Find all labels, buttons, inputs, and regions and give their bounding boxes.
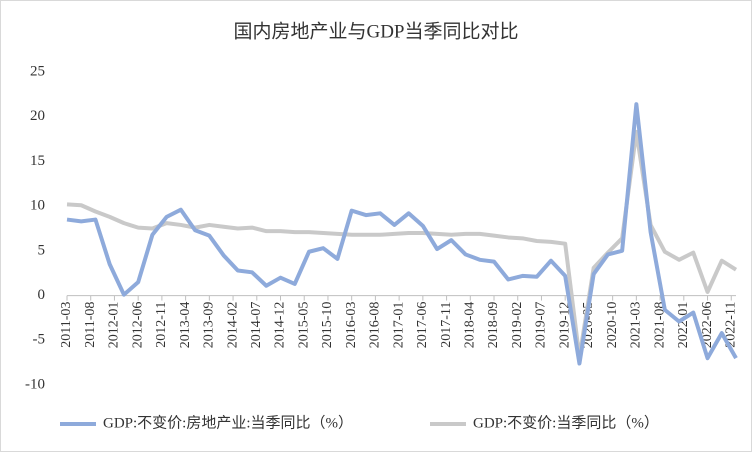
x-tick-label: 2012-01 bbox=[107, 302, 122, 349]
x-tick-label: 2018-04 bbox=[463, 302, 478, 349]
x-tick-label: 2017-11 bbox=[439, 302, 454, 348]
x-tick-label: 2022-01 bbox=[676, 302, 691, 349]
x-tick-label: 2019-02 bbox=[510, 302, 525, 349]
chart-title: 国内房地产业与GDP当季同比对比 bbox=[233, 20, 518, 42]
y-tick-label: 0 bbox=[38, 287, 46, 303]
x-tick-label: 2018-09 bbox=[486, 302, 501, 349]
x-tick-label: 2015-05 bbox=[296, 302, 311, 349]
x-tick-label: 2012-06 bbox=[130, 302, 145, 349]
x-tick-label: 2017-01 bbox=[391, 302, 406, 349]
x-tick-label: 2016-08 bbox=[368, 302, 383, 349]
x-tick-label: 2013-04 bbox=[178, 302, 193, 349]
x-tick-label: 2011-03 bbox=[59, 302, 74, 348]
y-tick-label: 20 bbox=[30, 108, 45, 124]
y-tick-label: -5 bbox=[33, 332, 46, 348]
x-tick-label: 2014-12 bbox=[273, 302, 288, 349]
series-line bbox=[66, 102, 738, 366]
y-tick-label: -10 bbox=[25, 376, 45, 392]
x-tick-label: 2022-06 bbox=[700, 302, 715, 349]
x-tick-label: 2013-09 bbox=[202, 302, 217, 349]
x-tick-label: 2017-06 bbox=[415, 302, 430, 349]
y-tick-label: 15 bbox=[30, 153, 45, 169]
x-tick-label: 2019-07 bbox=[534, 302, 549, 349]
y-tick-label: 5 bbox=[38, 242, 46, 258]
y-tick-label: 25 bbox=[30, 63, 45, 79]
x-tick-label: 2014-02 bbox=[225, 302, 240, 349]
legend-label: GDP:不变价:房地产业:当季同比（%） bbox=[103, 414, 353, 431]
x-tick-label: 2016-03 bbox=[344, 302, 359, 349]
x-tick-label: 2014-07 bbox=[249, 302, 264, 349]
x-tick-label: 2011-08 bbox=[83, 302, 98, 348]
x-tick-label: 2021-03 bbox=[629, 302, 644, 349]
x-tick-label: 2020-10 bbox=[605, 302, 620, 349]
x-tick-label: 2022-11 bbox=[723, 302, 738, 348]
legend-label: GDP:不变价:当季同比（%） bbox=[473, 414, 659, 431]
x-tick-label: 2015-10 bbox=[320, 302, 335, 349]
x-tick-label: 2021-08 bbox=[652, 302, 667, 349]
x-tick-label: 2019-12 bbox=[557, 302, 572, 349]
y-tick-label: 10 bbox=[30, 198, 45, 214]
x-tick-label: 2012-11 bbox=[154, 302, 169, 348]
